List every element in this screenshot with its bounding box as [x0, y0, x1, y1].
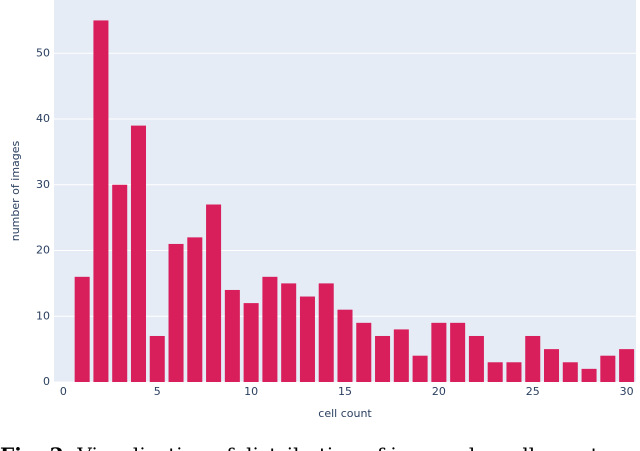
x-tick-label: 15: [338, 385, 352, 398]
bar: [619, 349, 635, 382]
caption-text: Visualization of distribution of images …: [76, 443, 598, 451]
bar: [149, 335, 165, 382]
bar: [487, 362, 503, 382]
bar: [318, 283, 334, 382]
bar: [206, 204, 222, 382]
y-tick-label: 0: [43, 375, 50, 388]
bar: [74, 276, 90, 382]
bar: [168, 243, 184, 382]
x-tick-label: 10: [244, 385, 258, 398]
bar: [562, 362, 578, 382]
x-tick-label: 25: [526, 385, 540, 398]
bar: [450, 322, 466, 382]
bar: [468, 335, 484, 382]
bar: [525, 335, 541, 382]
bar: [130, 125, 146, 382]
x-tick-label: 5: [154, 385, 161, 398]
bar: [337, 309, 353, 382]
bar: [93, 20, 109, 382]
bar: [243, 303, 259, 382]
y-tick-label: 50: [36, 46, 50, 59]
y-tick-label: 20: [36, 244, 50, 257]
bar: [375, 335, 391, 382]
bar: [506, 362, 522, 382]
x-tick-label: 20: [432, 385, 446, 398]
x-tick-label: 0: [60, 385, 67, 398]
y-tick-label: 40: [36, 112, 50, 125]
bars: [74, 20, 635, 382]
y-axis-title: number of images: [9, 140, 22, 241]
bar: [112, 184, 128, 382]
bar: [431, 322, 447, 382]
bar: [393, 329, 409, 382]
bar: [544, 349, 560, 382]
bar: [187, 237, 203, 382]
bar: [224, 289, 240, 382]
y-tick-label: 30: [36, 178, 50, 191]
x-tick-label: 30: [620, 385, 634, 398]
caption-label: Fig. 2:: [0, 443, 71, 451]
x-axis-title: cell count: [318, 407, 372, 420]
bar: [412, 355, 428, 382]
bar: [281, 283, 297, 382]
caption: Fig. 2: Visualization of distribution of…: [0, 443, 599, 451]
bar: [262, 276, 278, 382]
bar: [356, 322, 372, 382]
bar: [299, 296, 315, 382]
bar: [600, 355, 616, 382]
y-tick-label: 10: [36, 309, 50, 322]
bar: [581, 368, 597, 382]
